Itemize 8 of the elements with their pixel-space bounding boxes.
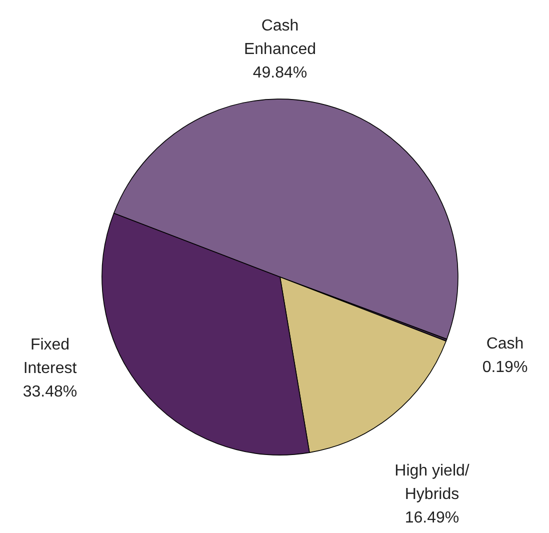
slice-label: High yield/ Hybrids [394,462,470,504]
data-label: 16.49% [404,510,460,527]
data-label: 0.19% [482,358,528,376]
data-label: 33.48% [22,384,78,401]
slice-label: Cash [486,335,524,352]
data-label: 49.84% [252,64,308,82]
slice-label: Fixed Interest [23,336,78,378]
slice-label: Cash Enhanced [244,18,316,58]
